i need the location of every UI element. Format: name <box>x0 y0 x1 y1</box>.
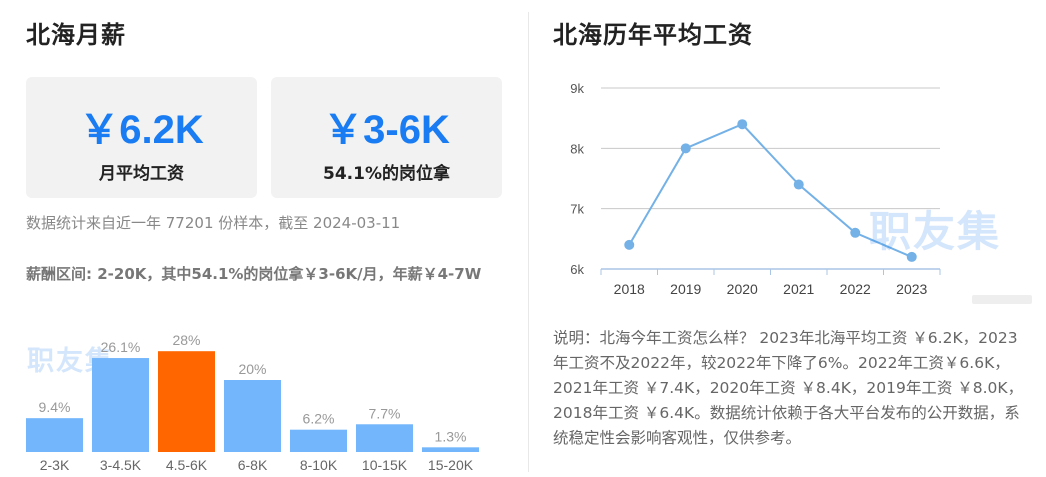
average-salary-card: ￥6.2K 月平均工资 <box>26 77 257 198</box>
data-point <box>680 143 691 154</box>
watermark-right: 职友集 <box>869 207 1002 256</box>
bar-value-label: 9.4% <box>39 399 71 415</box>
bar <box>290 429 347 452</box>
yearly-salary-title: 北海历年平均工资 <box>553 21 753 49</box>
data-point <box>906 251 917 262</box>
bar <box>356 424 413 452</box>
data-point <box>850 227 861 238</box>
category-label: 6-8K <box>238 457 268 473</box>
range-summary: 薪酬区间: 2-20K，其中54.1%的岗位拿￥3-6K/月，年薪￥4-7W <box>26 265 482 283</box>
category-label: 2-3K <box>40 457 70 473</box>
bar <box>158 351 215 452</box>
x-tick-label: 2022 <box>840 281 871 297</box>
y-tick-label: 6k <box>570 262 584 277</box>
average-salary-label: 月平均工资 <box>99 164 184 184</box>
x-tick-label: 2023 <box>896 281 927 297</box>
left-panel: 北海月薪 ￥6.2K 月平均工资 ￥3-6K 54.1%的岗位拿 数据统计来自近… <box>26 21 502 473</box>
x-tick-label: 2020 <box>727 281 758 297</box>
data-point <box>624 239 635 250</box>
yearly-salary-chart: 6k 7k 8k 9k 2018 2019 2020 2021 2022 2023 <box>570 81 941 297</box>
salary-range-value: ￥3-6K <box>323 108 450 152</box>
y-tick-label: 7k <box>570 202 584 217</box>
blur-mark <box>972 295 1032 304</box>
bar-value-label: 28% <box>172 332 200 348</box>
y-tick-label: 8k <box>570 141 584 156</box>
bar-value-label: 26.1% <box>101 339 141 355</box>
y-tick-label: 9k <box>570 81 584 96</box>
average-salary-value: ￥6.2K <box>79 108 204 152</box>
right-panel: 北海历年平均工资 6k 7k 8k 9k 2018 2019 2020 2021 2022 202… <box>529 0 1046 477</box>
bar <box>26 418 83 452</box>
category-label: 3-4.5K <box>100 457 142 473</box>
category-label: 15-20K <box>428 457 474 473</box>
category-label: 8-10K <box>300 457 338 473</box>
bar <box>92 358 149 452</box>
salary-description: 说明：北海今年工资怎么样？ 2023年北海平均工资 ￥6.2K，2023年工资不… <box>553 329 1024 447</box>
bar-value-label: 20% <box>238 361 266 377</box>
x-tick-label: 2021 <box>783 281 814 297</box>
divider <box>528 12 529 472</box>
source-note: 数据统计来自近一年 77201 份样本，截至 2024-03-11 <box>26 214 401 232</box>
salary-title: 北海月薪 <box>26 21 126 49</box>
data-point <box>737 119 748 130</box>
bar <box>422 447 479 452</box>
salary-range-card: ￥3-6K 54.1%的岗位拿 <box>271 77 502 198</box>
x-tick-label: 2018 <box>614 281 645 297</box>
category-label: 4.5-6K <box>166 457 208 473</box>
bar-value-label: 1.3% <box>435 428 467 444</box>
bar <box>224 380 281 452</box>
bar-value-label: 7.7% <box>369 405 401 421</box>
salary-distribution-chart: 9.4% 2-3K 26.1% 3-4.5K 28% 4.5-6K 20% 6-8K 6.2% 8… <box>26 332 479 473</box>
bar-value-label: 6.2% <box>303 411 335 427</box>
x-tick-label: 2019 <box>670 281 701 297</box>
series-line <box>628 123 913 258</box>
salary-range-label: 54.1%的岗位拿 <box>323 164 450 184</box>
category-label: 10-15K <box>362 457 408 473</box>
data-point <box>793 179 804 190</box>
